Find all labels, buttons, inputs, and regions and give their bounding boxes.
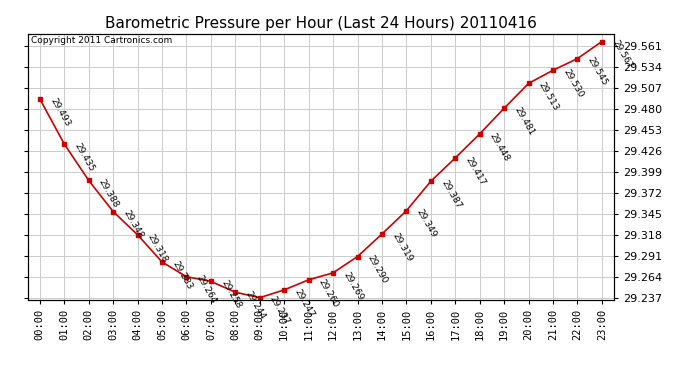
Text: 29.348: 29.348 bbox=[121, 209, 145, 240]
Text: 29.530: 29.530 bbox=[562, 68, 585, 99]
Text: 29.290: 29.290 bbox=[366, 254, 389, 285]
Text: 29.493: 29.493 bbox=[48, 96, 72, 128]
Text: 29.258: 29.258 bbox=[219, 279, 243, 310]
Text: 29.247: 29.247 bbox=[293, 287, 316, 319]
Text: Copyright 2011 Cartronics.com: Copyright 2011 Cartronics.com bbox=[30, 36, 172, 45]
Text: 29.244: 29.244 bbox=[244, 290, 267, 321]
Text: 29.237: 29.237 bbox=[268, 295, 292, 327]
Text: 29.567: 29.567 bbox=[610, 39, 633, 70]
Text: 29.349: 29.349 bbox=[415, 208, 438, 240]
Text: 29.481: 29.481 bbox=[513, 105, 536, 137]
Text: 29.513: 29.513 bbox=[537, 81, 560, 112]
Text: 29.264: 29.264 bbox=[195, 274, 218, 306]
Text: 29.260: 29.260 bbox=[317, 277, 340, 309]
Text: 29.387: 29.387 bbox=[439, 178, 463, 210]
Text: 29.545: 29.545 bbox=[586, 56, 609, 87]
Text: 29.417: 29.417 bbox=[464, 155, 487, 187]
Text: 29.319: 29.319 bbox=[391, 231, 414, 263]
Text: 29.448: 29.448 bbox=[488, 131, 511, 163]
Text: 29.283: 29.283 bbox=[170, 259, 194, 291]
Text: 29.318: 29.318 bbox=[146, 232, 170, 264]
Title: Barometric Pressure per Hour (Last 24 Hours) 20110416: Barometric Pressure per Hour (Last 24 Ho… bbox=[105, 16, 537, 31]
Text: 29.435: 29.435 bbox=[72, 141, 96, 173]
Text: 29.269: 29.269 bbox=[342, 270, 365, 302]
Text: 29.388: 29.388 bbox=[97, 178, 121, 210]
